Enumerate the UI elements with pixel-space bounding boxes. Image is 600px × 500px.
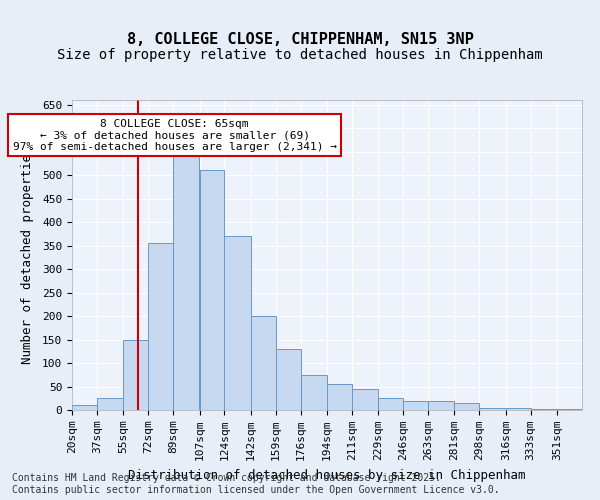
Bar: [506, 408, 531, 410]
Bar: [531, 408, 557, 410]
Y-axis label: Number of detached properties: Number of detached properties: [20, 146, 34, 364]
Bar: [224, 236, 251, 410]
Bar: [352, 389, 378, 410]
Bar: [479, 408, 506, 410]
Bar: [199, 170, 224, 410]
Bar: [557, 409, 582, 410]
Bar: [123, 340, 148, 410]
Bar: [97, 398, 123, 410]
Bar: [251, 316, 276, 410]
Text: Size of property relative to detached houses in Chippenham: Size of property relative to detached ho…: [57, 48, 543, 62]
X-axis label: Distribution of detached houses by size in Chippenham: Distribution of detached houses by size …: [128, 468, 526, 481]
Bar: [378, 398, 403, 410]
Bar: [173, 156, 199, 410]
Text: Contains HM Land Registry data © Crown copyright and database right 2025.
Contai: Contains HM Land Registry data © Crown c…: [12, 474, 500, 495]
Text: 8 COLLEGE CLOSE: 65sqm
← 3% of detached houses are smaller (69)
97% of semi-deta: 8 COLLEGE CLOSE: 65sqm ← 3% of detached …: [13, 119, 337, 152]
Bar: [72, 406, 97, 410]
Bar: [148, 244, 173, 410]
Bar: [276, 349, 301, 410]
Bar: [403, 400, 428, 410]
Bar: [327, 384, 352, 410]
Bar: [301, 375, 327, 410]
Bar: [455, 403, 479, 410]
Text: 8, COLLEGE CLOSE, CHIPPENHAM, SN15 3NP: 8, COLLEGE CLOSE, CHIPPENHAM, SN15 3NP: [127, 32, 473, 48]
Bar: [428, 400, 455, 410]
